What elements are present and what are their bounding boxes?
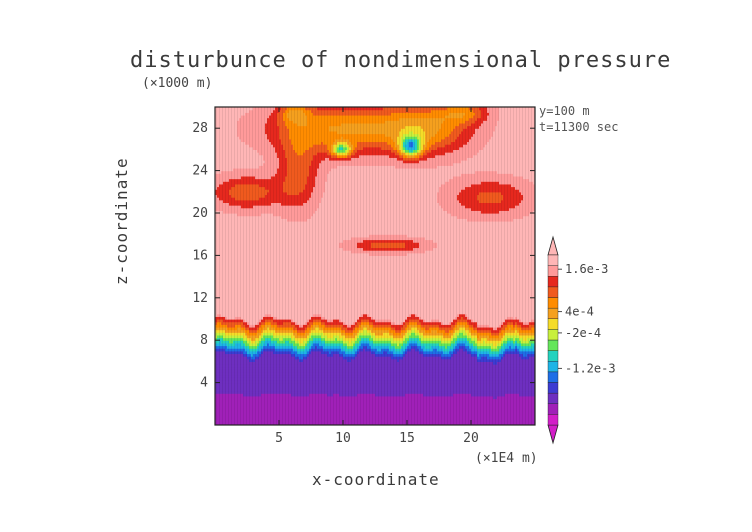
- y-tick-label: 4: [200, 376, 208, 391]
- colorbar-swatch: [547, 254, 559, 266]
- y-tick-label: 24: [192, 164, 208, 179]
- colorbar-swatch: [547, 286, 559, 298]
- y-axis-unit: (×1000 m): [142, 76, 213, 91]
- annotation-y: y=100 m: [539, 104, 590, 118]
- x-axis-ticks: 5 10 15 20: [275, 107, 479, 446]
- colorbar-swatch: [547, 392, 559, 404]
- plot-frame: [214, 106, 536, 426]
- x-axis-unit: (×1E4 m): [475, 451, 538, 466]
- colorbar-swatch: [547, 297, 559, 309]
- x-axis-label: x-coordinate: [312, 470, 440, 489]
- colorbar-label: -2e-4: [565, 326, 601, 340]
- colorbar-swatch: [547, 265, 559, 277]
- colorbar-swatch: [547, 276, 559, 288]
- colorbar-swatch: [547, 403, 559, 415]
- y-axis-label: z-coordinate: [112, 157, 131, 285]
- y-tick-label: 20: [192, 206, 208, 221]
- colorbar-label: 4e-4: [565, 305, 594, 319]
- x-tick-label: 5: [275, 431, 283, 446]
- colorbar-swatch: [547, 414, 559, 426]
- y-tick-label: 8: [200, 333, 208, 348]
- texture-overlay: [215, 107, 535, 425]
- y-tick-label: 28: [192, 121, 208, 136]
- heatmap-field: [215, 107, 535, 425]
- colorbar-swatch: [547, 329, 559, 341]
- annotation-time: t=11300 sec: [539, 120, 619, 134]
- colorbar-swatch: [547, 361, 559, 373]
- colorbar-swatch: [547, 307, 559, 319]
- colorbar-label: 1.6e-3: [565, 262, 608, 276]
- x-tick-label: 20: [463, 431, 479, 446]
- colorbar-arrow-low: [547, 424, 559, 445]
- colorbar-label: -1.2e-3: [565, 361, 616, 375]
- chart-title: disturbunce of nondimensional pressure: [130, 48, 672, 73]
- colorbar-swatch: [547, 371, 559, 383]
- y-tick-label: 12: [192, 291, 208, 306]
- x-tick-label: 15: [399, 431, 415, 446]
- y-axis-ticks: 4 8 12 16 20 24 28: [192, 121, 535, 391]
- colorbar-swatch: [547, 339, 559, 351]
- colorbar-swatch: [547, 318, 559, 330]
- colorbar-swatch: [547, 350, 559, 362]
- colorbar: 1.6e-3 4e-4 -2e-4 -1.2e-3: [547, 235, 616, 445]
- x-tick-label: 10: [335, 431, 351, 446]
- colorbar-swatch: [547, 382, 559, 394]
- y-tick-label: 16: [192, 248, 208, 263]
- colorbar-arrow-high: [547, 235, 559, 256]
